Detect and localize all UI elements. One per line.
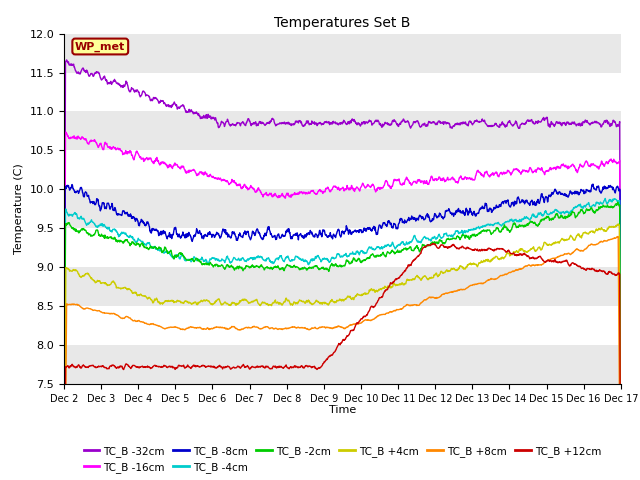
Line: TC_B +8cm: TC_B +8cm bbox=[64, 237, 621, 480]
TC_B +12cm bbox=[308, 365, 316, 371]
TC_B -2cm bbox=[318, 265, 326, 271]
TC_B +12cm bbox=[429, 240, 436, 246]
TC_B -8cm bbox=[308, 229, 316, 235]
TC_B -4cm bbox=[126, 234, 134, 240]
TC_B -16cm bbox=[378, 186, 385, 192]
Bar bbox=[64, 34, 621, 72]
TC_B -8cm bbox=[318, 234, 326, 240]
Bar bbox=[64, 267, 621, 306]
Line: TC_B -4cm: TC_B -4cm bbox=[64, 198, 621, 480]
TC_B -8cm bbox=[377, 225, 385, 231]
TC_B -8cm bbox=[103, 201, 111, 206]
TC_B -32cm bbox=[297, 119, 305, 124]
TC_B +12cm bbox=[296, 364, 304, 370]
TC_B +8cm bbox=[126, 315, 134, 321]
TC_B -32cm bbox=[617, 435, 625, 441]
TC_B -4cm bbox=[103, 224, 111, 230]
Line: TC_B +4cm: TC_B +4cm bbox=[64, 224, 621, 480]
Line: TC_B -16cm: TC_B -16cm bbox=[64, 132, 621, 480]
Line: TC_B -2cm: TC_B -2cm bbox=[64, 202, 621, 480]
TC_B +4cm bbox=[308, 301, 316, 307]
TC_B -32cm bbox=[104, 81, 111, 87]
TC_B +4cm bbox=[296, 298, 304, 303]
TC_B +12cm bbox=[318, 363, 326, 369]
TC_B -4cm bbox=[296, 256, 304, 262]
TC_B -8cm bbox=[589, 181, 596, 187]
TC_B -16cm bbox=[297, 190, 305, 196]
TC_B +8cm bbox=[614, 234, 622, 240]
TC_B -4cm bbox=[318, 258, 326, 264]
X-axis label: Time: Time bbox=[329, 405, 356, 415]
TC_B -16cm bbox=[126, 148, 134, 154]
TC_B +4cm bbox=[126, 287, 134, 292]
Line: TC_B +12cm: TC_B +12cm bbox=[64, 243, 621, 480]
Legend: TC_B -32cm, TC_B -16cm, TC_B -8cm, TC_B -4cm, TC_B -2cm, TC_B +4cm, TC_B +8cm, T: TC_B -32cm, TC_B -16cm, TC_B -8cm, TC_B … bbox=[79, 442, 605, 477]
TC_B -32cm bbox=[378, 122, 385, 128]
Bar bbox=[64, 345, 621, 384]
TC_B -8cm bbox=[126, 214, 134, 219]
TC_B -2cm bbox=[308, 265, 316, 271]
TC_B +12cm bbox=[377, 295, 385, 300]
TC_B -2cm bbox=[126, 241, 134, 247]
TC_B -16cm bbox=[104, 143, 111, 149]
TC_B +8cm bbox=[296, 324, 304, 330]
TC_B -32cm bbox=[126, 89, 134, 95]
Bar bbox=[64, 189, 621, 228]
TC_B +12cm bbox=[126, 364, 134, 370]
TC_B -16cm bbox=[318, 189, 326, 194]
TC_B -32cm bbox=[318, 121, 326, 127]
TC_B +8cm bbox=[318, 324, 326, 330]
TC_B +4cm bbox=[377, 286, 385, 292]
TC_B -8cm bbox=[296, 231, 304, 237]
TC_B -16cm bbox=[308, 188, 316, 194]
TC_B -2cm bbox=[614, 199, 621, 205]
Line: TC_B -8cm: TC_B -8cm bbox=[64, 184, 621, 480]
TC_B +12cm bbox=[103, 366, 111, 372]
TC_B +8cm bbox=[377, 312, 385, 318]
Title: Temperatures Set B: Temperatures Set B bbox=[274, 16, 411, 30]
Y-axis label: Temperature (C): Temperature (C) bbox=[14, 163, 24, 254]
TC_B -2cm bbox=[103, 235, 111, 240]
TC_B -8cm bbox=[617, 446, 625, 452]
TC_B +4cm bbox=[318, 300, 326, 306]
TC_B -16cm bbox=[62, 129, 70, 135]
Line: TC_B -32cm: TC_B -32cm bbox=[64, 60, 621, 480]
TC_B +4cm bbox=[103, 282, 111, 288]
TC_B -4cm bbox=[602, 195, 609, 201]
TC_B +8cm bbox=[308, 325, 316, 331]
TC_B -32cm bbox=[308, 119, 316, 124]
TC_B +8cm bbox=[103, 311, 111, 316]
TC_B +4cm bbox=[614, 221, 622, 227]
Bar bbox=[64, 111, 621, 150]
TC_B -2cm bbox=[377, 252, 385, 257]
TC_B -4cm bbox=[377, 245, 385, 251]
TC_B -4cm bbox=[308, 256, 316, 262]
TC_B -2cm bbox=[296, 267, 304, 273]
TC_B -16cm bbox=[617, 458, 625, 464]
Text: WP_met: WP_met bbox=[75, 41, 125, 52]
TC_B -32cm bbox=[63, 57, 70, 63]
